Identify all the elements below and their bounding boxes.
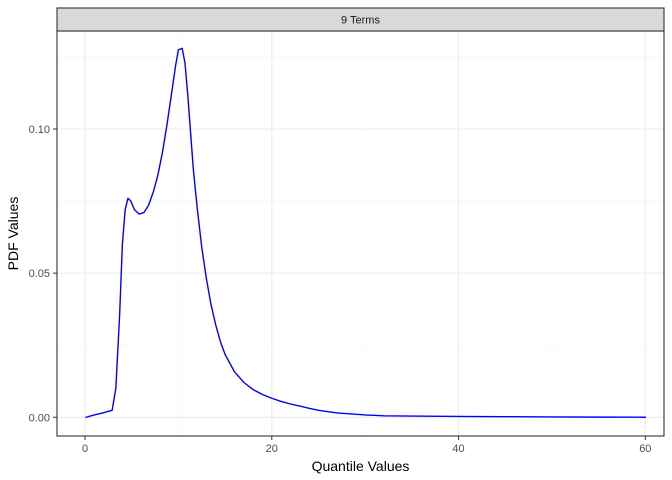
- y-tick-label: 0.10: [29, 124, 50, 136]
- x-tick-label: 60: [639, 443, 651, 455]
- y-axis: 0.00 0.05 0.10: [29, 124, 57, 424]
- x-tick-label: 0: [82, 443, 88, 455]
- series-layer: [85, 47, 647, 418]
- facet-strip-background: [56, 7, 665, 32]
- x-axis-title: Quantile Values: [312, 458, 410, 474]
- x-tick-label: 40: [452, 443, 464, 455]
- facet-strip-title: 9 Terms: [341, 15, 380, 27]
- facet-strip: 9 Terms: [56, 7, 665, 32]
- panel-border: [56, 30, 665, 437]
- pdf-curve-line: [85, 47, 647, 418]
- x-axis: 0 20 40 60: [82, 436, 651, 455]
- x-tick-label: 20: [266, 443, 278, 455]
- y-axis-title: PDF Values: [5, 197, 21, 271]
- y-tick-label: 0.05: [29, 268, 50, 280]
- major-grid: [57, 31, 664, 436]
- minor-grid: [57, 31, 664, 436]
- y-tick-label: 0.00: [29, 412, 50, 424]
